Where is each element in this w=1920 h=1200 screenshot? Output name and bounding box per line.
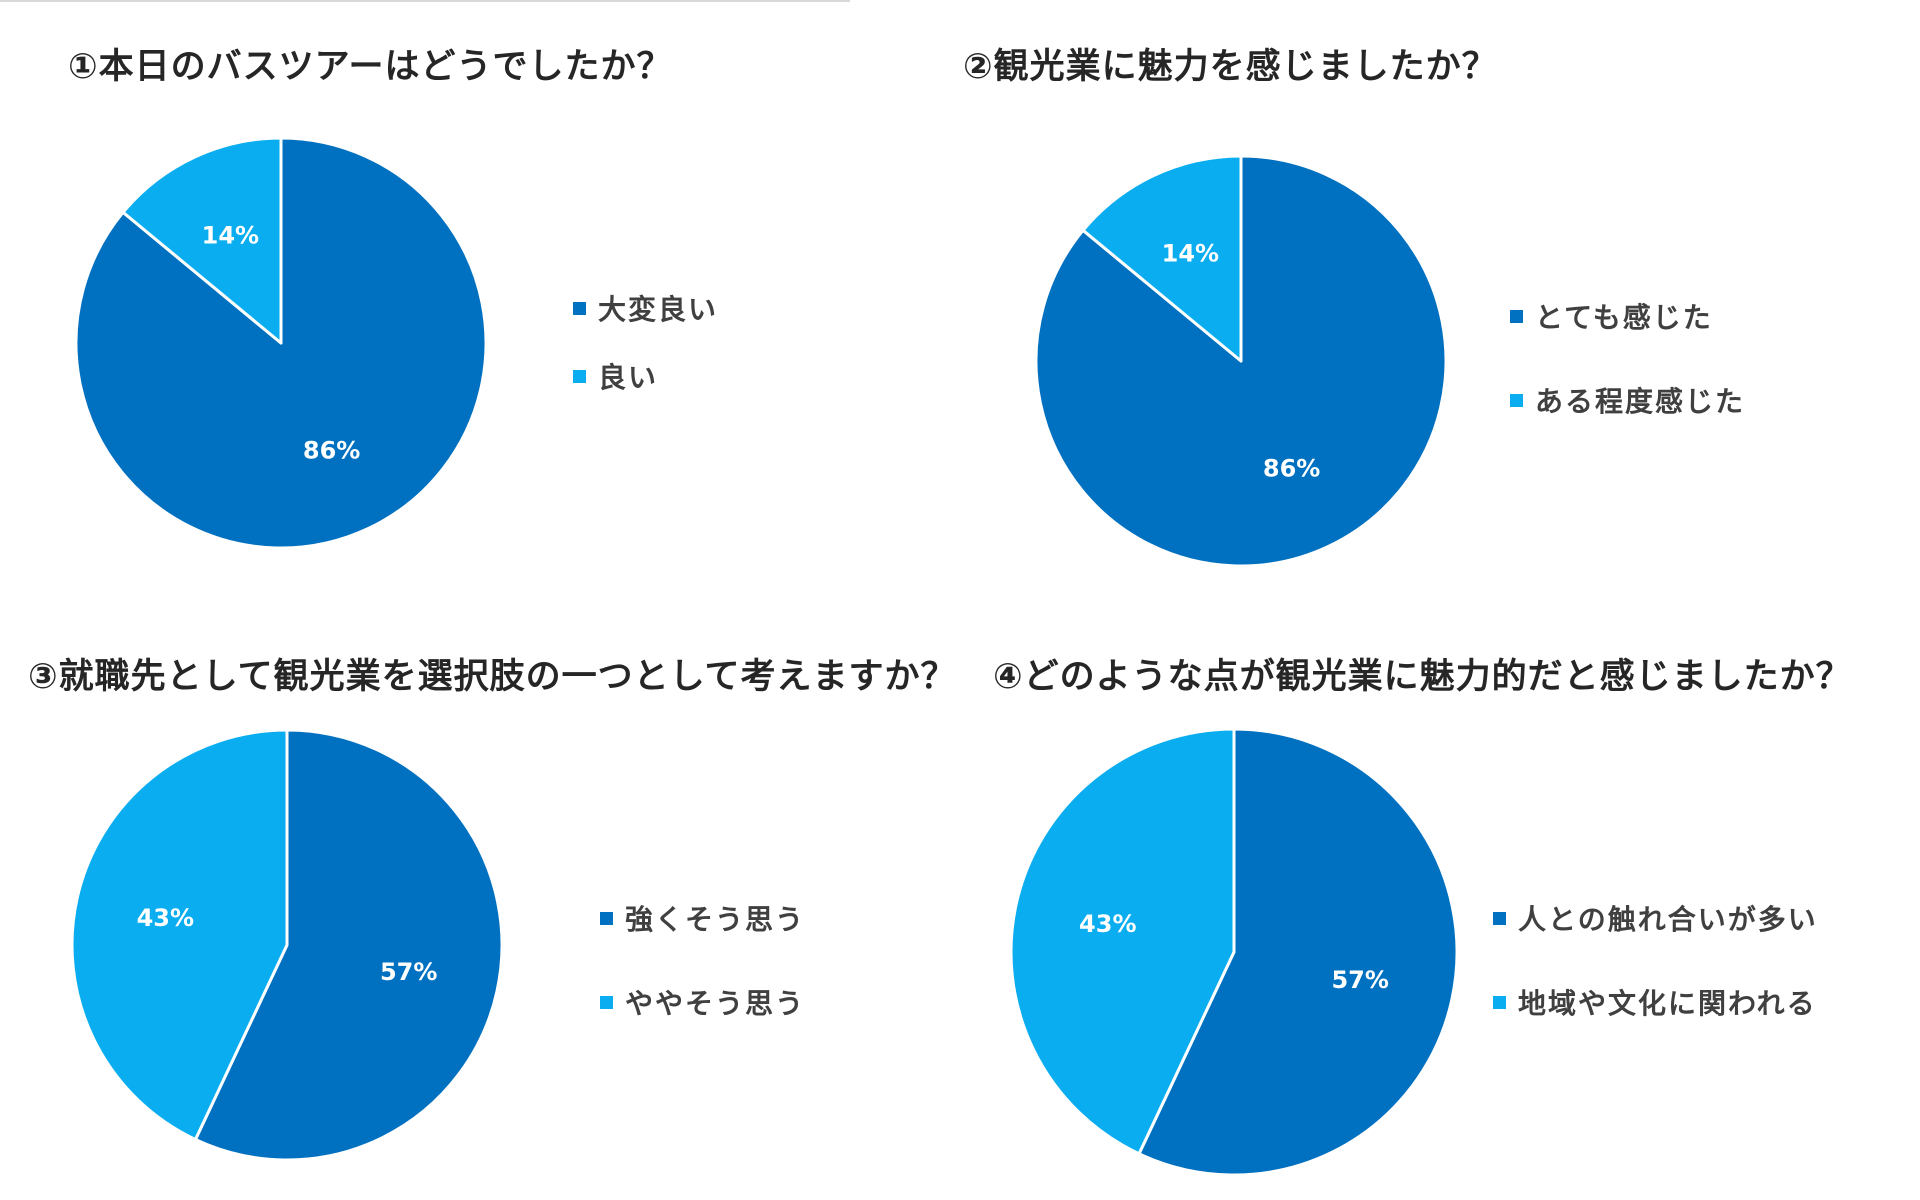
legend-label: 地域や文化に関われる [1518,987,1817,1020]
legend-label: ややそう思う [625,987,806,1020]
legend-label: 大変良い [598,293,719,326]
legend-swatch [600,911,613,925]
legend-swatch [1493,911,1506,925]
legend-label: 人との触れ合いが多い [1518,903,1818,936]
top-divider [0,0,850,2]
slice-value-label: 57% [1331,966,1388,994]
pie-slice [193,728,504,1162]
slice-value-label: 86% [303,437,360,465]
chart-title: ④どのような点が観光業に魅力的だと感じましたか？ [993,657,1852,697]
legend-item: 大変良い [573,288,718,328]
legend-label: 良い [598,361,659,394]
pie-plot: 57% 43% [70,728,504,1162]
legend-swatch [1493,995,1506,1009]
chart-title: ③就職先として観光業を選択肢の一つとして考えますか？ [28,657,957,697]
legend-label: 強くそう思う [625,903,806,936]
pie-slice [1009,727,1236,1156]
slice-value-label: 14% [202,221,259,249]
pie-slice [121,136,283,345]
legend-swatch [600,995,613,1009]
chart-title: ①本日のバスツアーはどうでしたか？ [68,47,673,87]
pie-slice [70,728,289,1142]
pie-slice [1137,727,1459,1177]
legend-swatch [1510,309,1523,323]
slice-value-label: 86% [1263,455,1320,483]
legend-item: ある程度感じた [1510,380,1745,420]
legend-item: とても感じた [1510,296,1713,336]
legend-item: 良い [573,356,658,396]
legend-item: 地域や文化に関われる [1493,982,1817,1022]
slice-value-label: 14% [1162,239,1219,267]
slice-value-label: 43% [1079,910,1136,938]
legend-item: 人との触れ合いが多い [1493,898,1818,938]
legend-item: ややそう思う [600,982,805,1022]
legend-label: とても感じた [1535,301,1713,334]
legend-label: ある程度感じた [1535,385,1746,418]
legend-swatch [1510,393,1523,407]
legend-swatch [573,301,586,315]
slice-value-label: 43% [137,904,194,932]
pie-plot: 86% 14% [1034,154,1448,568]
legend-swatch [573,369,586,383]
pie-plot: 86% 14% [74,136,488,550]
slice-value-label: 57% [380,958,437,986]
pie-plot: 57% 43% [1009,727,1459,1177]
chart-title: ②観光業に魅力を感じましたか？ [963,47,1498,87]
legend-item: 強くそう思う [600,898,805,938]
pie-slice [1081,154,1243,363]
